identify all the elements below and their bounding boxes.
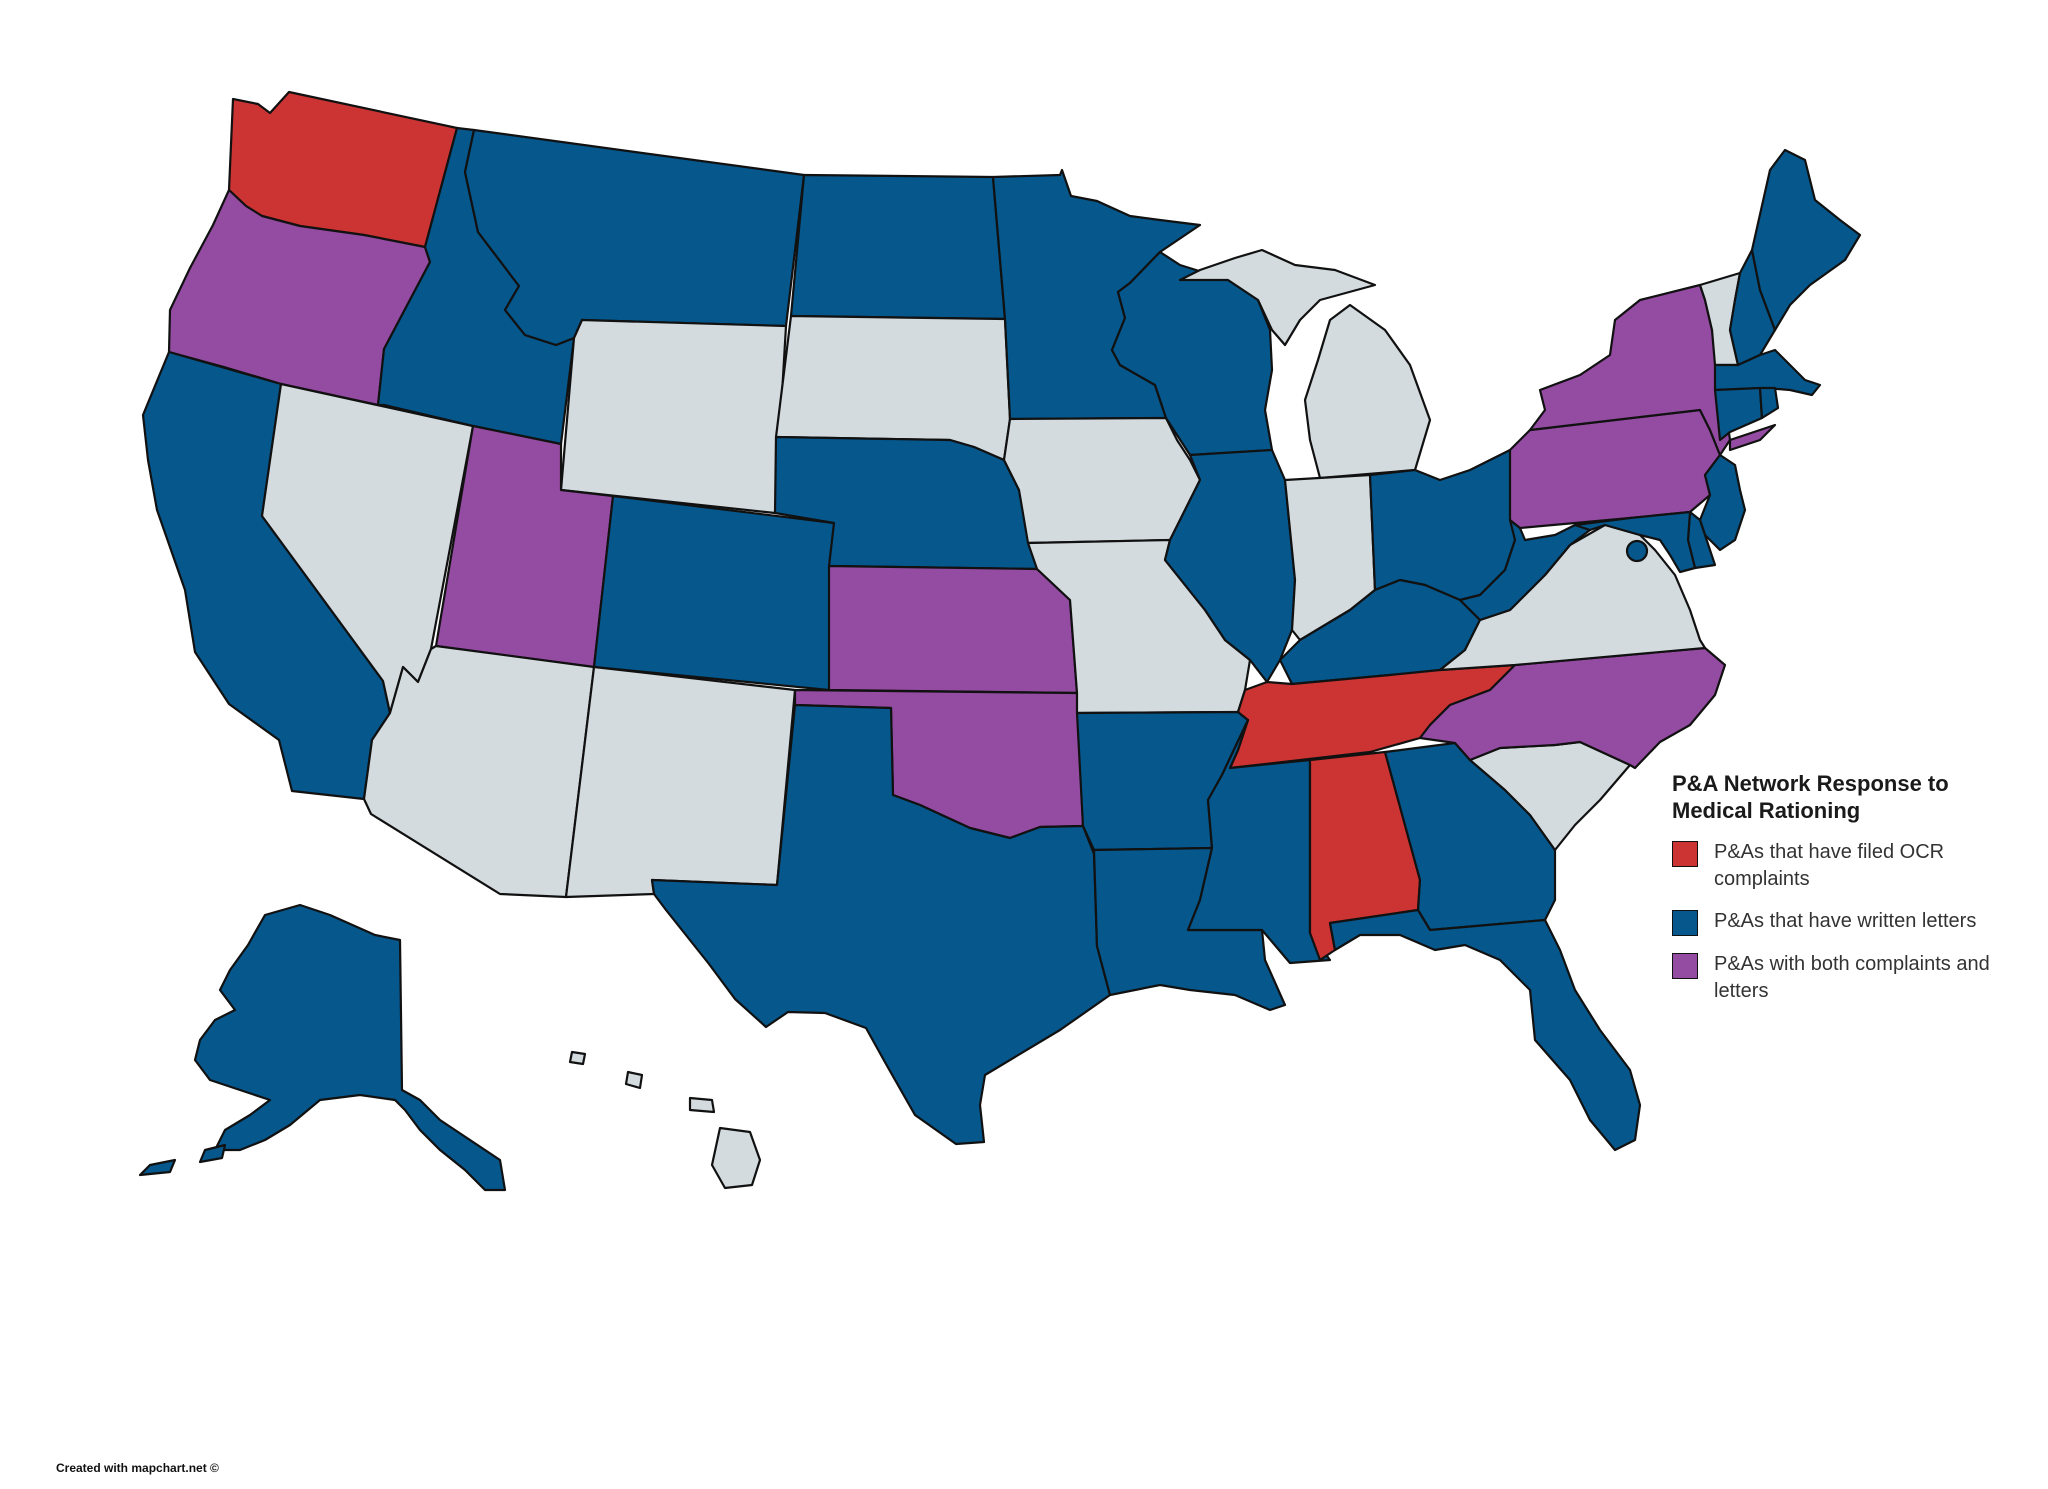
credit-text: Created with mapchart.net © [56,1461,219,1475]
state-rhode-island [1758,386,1780,420]
legend-title-line2: Medical Rationing [1672,798,1861,823]
state-wyoming [559,318,788,515]
legend-swatch [1672,841,1698,867]
legend-item-complaints: P&As that have filed OCR complaints [1672,839,2012,893]
state-hawaii [568,1050,762,1190]
state-connecticut [1713,386,1764,442]
legend-item-letters: P&As that have written letters [1672,908,2012,936]
state-maine [1750,148,1862,332]
state-kansas [827,564,1079,695]
state-alaska-island [138,1143,227,1177]
legend-swatch [1672,953,1698,979]
legend-title-line1: P&A Network Response to [1672,771,1949,796]
state-north-dakota [789,173,1007,321]
state-alaska [193,903,507,1192]
state-new-jersey [1698,453,1747,552]
state-maryland [1573,510,1697,574]
legend-title: P&A Network Response to Medical Rationin… [1672,770,2012,824]
state-ohio [1368,448,1517,602]
legend-swatch [1672,910,1698,936]
legend: P&A Network Response to Medical Rationin… [1672,770,2012,1005]
state-iowa [1002,416,1202,545]
legend-label: P&As with both complaints and letters [1714,953,1990,1002]
state-new-mexico [564,665,797,899]
state-montana [463,128,806,347]
state-colorado [592,494,836,692]
state-texas [650,703,1112,1146]
state-florida [1328,908,1642,1152]
state-dc [1625,539,1649,563]
legend-label: P&As that have filed OCR complaints [1714,841,1945,890]
state-arizona [362,644,596,899]
legend-label: P&As that have written letters [1714,910,1977,932]
state-north-carolina [1418,646,1727,770]
state-mississippi [1186,718,1332,965]
legend-item-both: P&As with both complaints and letters [1672,951,2012,1005]
